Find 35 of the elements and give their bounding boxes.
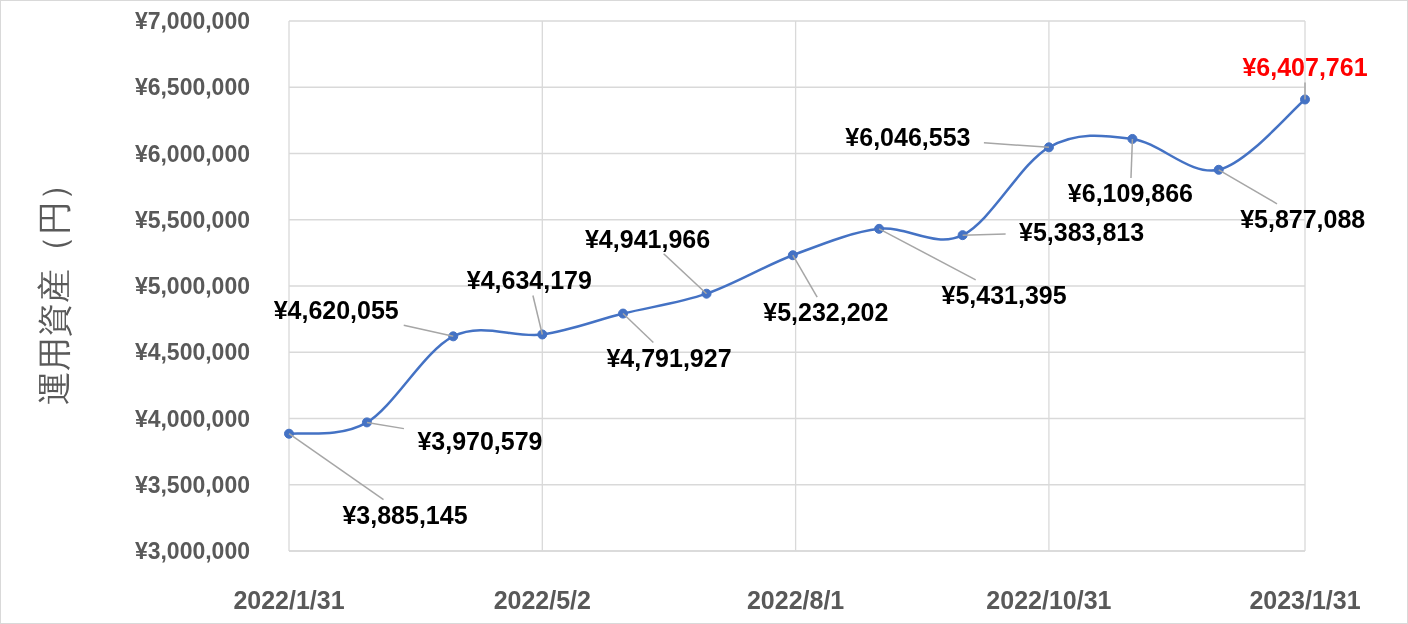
data-label: ¥5,232,202 — [763, 298, 889, 327]
data-label: ¥5,431,395 — [941, 280, 1067, 309]
x-tick-label: 2022/5/2 — [493, 586, 591, 614]
y-axis-title: 運用資産（円） — [35, 167, 73, 405]
y-tick-label: ¥7,000,000 — [134, 8, 250, 34]
x-tick-label: 2022/1/31 — [233, 586, 345, 614]
data-label: ¥4,941,966 — [584, 224, 711, 253]
data-label: ¥4,791,927 — [606, 343, 732, 372]
data-label: ¥6,046,553 — [845, 123, 971, 152]
point — [1127, 133, 1138, 144]
x-tick-label: 2023/1/31 — [1249, 586, 1361, 614]
point — [1213, 164, 1224, 175]
y-tick-label: ¥4,500,000 — [134, 339, 250, 366]
y-tick-label: ¥5,500,000 — [134, 206, 250, 233]
point — [361, 417, 372, 428]
data-label: ¥4,620,055 — [273, 296, 399, 325]
y-tick-label: ¥3,500,000 — [134, 471, 250, 498]
point — [874, 223, 885, 234]
data-label: ¥3,885,145 — [342, 500, 468, 529]
y-tick-label: ¥6,500,000 — [134, 74, 250, 101]
data-label: ¥3,970,579 — [417, 427, 543, 456]
x-tick-label: 2022/10/31 — [986, 586, 1112, 614]
x-tick-label: 2022/8/1 — [746, 586, 845, 614]
point — [787, 250, 798, 261]
data-label: ¥5,383,813 — [1019, 218, 1145, 247]
data-label: ¥6,109,866 — [1067, 178, 1193, 207]
y-tick-label: ¥6,000,000 — [134, 140, 250, 167]
annotation: ¥6,407,761 — [1242, 53, 1368, 82]
data-label: ¥5,877,088 — [1240, 204, 1366, 233]
point — [448, 331, 459, 342]
y-tick-label: ¥4,000,000 — [134, 405, 250, 432]
point — [537, 329, 548, 340]
y-tick-label: ¥3,000,000 — [134, 538, 250, 564]
y-tick-label: ¥5,000,000 — [134, 273, 250, 299]
data-label: ¥4,634,179 — [466, 266, 592, 295]
